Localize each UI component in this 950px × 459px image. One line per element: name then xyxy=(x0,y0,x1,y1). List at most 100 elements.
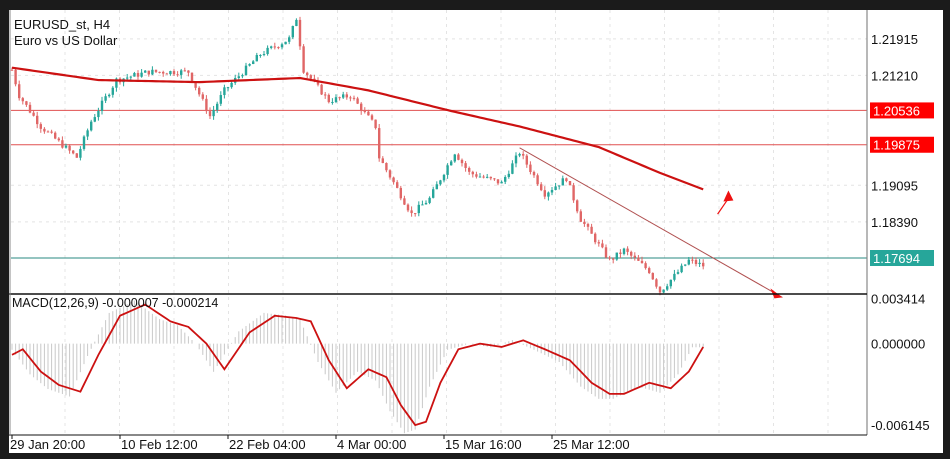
moving-average-line xyxy=(11,66,704,191)
candle-body xyxy=(500,181,503,184)
candle-body xyxy=(205,98,208,112)
candle-body xyxy=(691,259,694,261)
candle-body xyxy=(374,119,377,129)
candle-body xyxy=(32,112,35,116)
candle-body xyxy=(46,131,50,133)
candle-body xyxy=(219,95,222,104)
macd-tick-label: 0.003414 xyxy=(871,292,925,307)
time-tick-label: 22 Feb 04:00 xyxy=(229,437,306,452)
candle-body xyxy=(151,69,154,75)
candle-body xyxy=(687,259,690,265)
candle-body xyxy=(259,54,262,56)
candle-body xyxy=(61,140,64,148)
candle-body xyxy=(183,70,186,72)
candle-body xyxy=(223,87,226,96)
price-level-label: 1.17694 xyxy=(873,251,920,266)
candle-body xyxy=(172,71,176,75)
candle-body xyxy=(594,233,597,243)
time-tick-label: 29 Jan 20:00 xyxy=(10,437,85,452)
candle-body xyxy=(507,173,510,178)
candle-body xyxy=(169,71,172,75)
candle-body xyxy=(363,111,366,113)
candle-body xyxy=(331,101,334,103)
candle-body xyxy=(586,224,590,227)
candle-body xyxy=(669,279,672,287)
candle-body xyxy=(608,257,611,259)
candle-body xyxy=(597,242,600,244)
candle-body xyxy=(540,184,543,191)
candle-body xyxy=(327,94,330,103)
candle-body xyxy=(532,172,536,176)
candle-body xyxy=(104,96,107,101)
candle-body xyxy=(381,158,384,164)
candle-body xyxy=(270,46,273,48)
candle-body xyxy=(187,70,190,73)
candle-body xyxy=(201,94,204,99)
price-level-badge xyxy=(870,250,934,267)
horizontal-levels xyxy=(11,109,867,259)
candle-body xyxy=(565,178,568,182)
candle-body xyxy=(158,71,161,73)
candle-body xyxy=(525,155,528,165)
candle-body xyxy=(640,260,644,264)
time-tick-label: 10 Feb 12:00 xyxy=(121,437,198,452)
candle-body xyxy=(28,104,32,113)
candle-body xyxy=(21,98,24,102)
macd-signal xyxy=(11,303,704,427)
candle-body xyxy=(676,272,680,274)
candle-body xyxy=(442,174,446,181)
candle-body xyxy=(392,177,395,183)
candle-body xyxy=(190,72,194,82)
candle-body xyxy=(493,178,496,180)
candle-body xyxy=(93,117,96,122)
candle-body xyxy=(417,204,420,214)
candle-body xyxy=(147,70,150,75)
candle-body xyxy=(165,73,168,75)
candle-body xyxy=(457,154,460,160)
candle-body xyxy=(288,37,291,42)
candle-body xyxy=(115,78,118,88)
candle-body xyxy=(248,64,251,66)
candle-body xyxy=(450,161,453,166)
candle-body xyxy=(604,247,608,258)
macd-label: MACD(12,26,9) -0.000007 -0.000214 xyxy=(12,296,219,310)
chart-canvas[interactable]: 1.20536 1.19875 1.17694 1.21915 1.21210 1.190… xyxy=(9,10,943,453)
symbol-description: Euro vs US Dollar xyxy=(14,33,118,48)
candle-body xyxy=(439,180,442,185)
candle-body xyxy=(572,185,575,201)
candle-body xyxy=(554,186,557,190)
candle-body xyxy=(630,251,633,256)
candle-body xyxy=(39,124,42,129)
candle-body xyxy=(403,198,406,205)
candle-body xyxy=(295,19,298,27)
price-level-label: 1.19875 xyxy=(873,138,920,153)
candle-body xyxy=(478,176,482,178)
candle-body xyxy=(208,111,212,117)
candle-body xyxy=(316,80,320,85)
chart-window[interactable]: 1.20536 1.19875 1.17694 1.21915 1.21210 1.190… xyxy=(9,10,943,453)
candle-body xyxy=(547,192,550,197)
candle-body xyxy=(244,65,248,76)
candle-body xyxy=(637,257,640,261)
candle-body xyxy=(514,155,518,164)
candle-body xyxy=(378,128,381,159)
candle-body xyxy=(648,268,651,274)
candle-body xyxy=(230,82,233,88)
candle-body xyxy=(446,165,449,175)
price-tick-label: 1.21210 xyxy=(871,68,918,83)
candle-body xyxy=(406,204,410,211)
price-tick-label: 1.18390 xyxy=(871,215,918,230)
candle-body xyxy=(666,286,669,290)
candles xyxy=(10,16,705,296)
candle-body xyxy=(273,46,276,48)
candle-body xyxy=(612,258,615,260)
candle-body xyxy=(489,176,492,179)
candle-body xyxy=(644,263,647,269)
candle-body xyxy=(658,286,662,293)
candle-body xyxy=(435,184,438,190)
candle-body xyxy=(468,167,471,172)
candle-body xyxy=(111,87,114,95)
candle-body xyxy=(252,61,255,65)
candle-body xyxy=(97,110,100,118)
time-tick-label: 4 Mar 00:00 xyxy=(337,437,406,452)
